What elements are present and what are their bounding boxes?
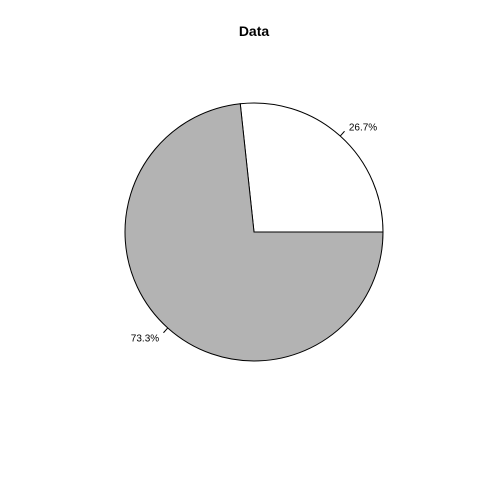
pie-slice-label-1: 26.7% — [349, 122, 377, 133]
chart-title: Data — [239, 23, 270, 39]
pie-label-tick-1 — [340, 131, 344, 136]
pie-label-tick-2 — [163, 328, 167, 333]
pie-slice-label-2: 73.3% — [131, 334, 159, 345]
pie-slices — [125, 103, 383, 361]
